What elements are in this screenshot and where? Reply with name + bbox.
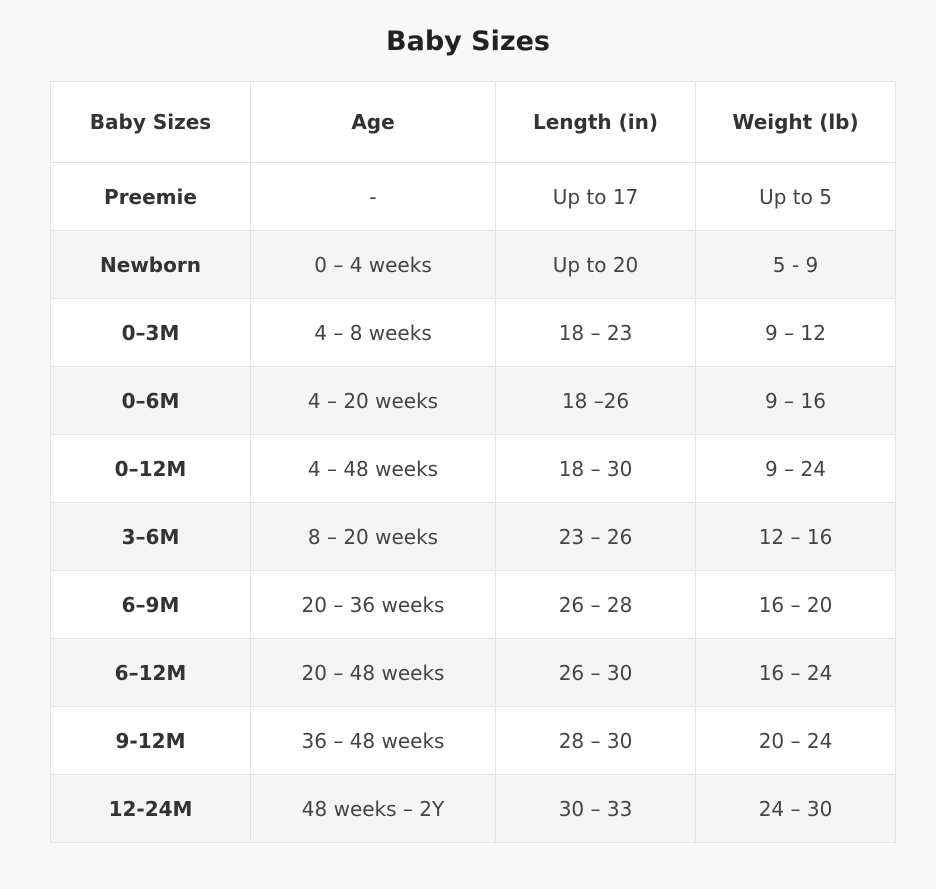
age-cell: 20 – 36 weeks xyxy=(250,570,496,639)
header-length: Length (in) xyxy=(495,81,696,163)
weight-cell: 12 – 16 xyxy=(695,502,896,571)
weight-cell: 24 – 30 xyxy=(695,774,896,843)
weight-cell: 16 – 24 xyxy=(695,638,896,707)
age-cell: 48 weeks – 2Y xyxy=(250,774,496,843)
length-cell: 26 – 30 xyxy=(495,638,696,707)
weight-cell: 9 – 24 xyxy=(695,434,896,503)
age-cell: - xyxy=(250,162,496,231)
size-cell: Preemie xyxy=(50,162,251,231)
size-cell: 6–9M xyxy=(50,570,251,639)
age-cell: 4 – 20 weeks xyxy=(250,366,496,435)
header-age: Age xyxy=(250,81,496,163)
age-cell: 36 – 48 weeks xyxy=(250,706,496,775)
size-cell: 6–12M xyxy=(50,638,251,707)
table-row: 9-12M 36 – 48 weeks 28 – 30 20 – 24 xyxy=(50,706,896,775)
age-cell: 8 – 20 weeks xyxy=(250,502,496,571)
table-row: 3–6M 8 – 20 weeks 23 – 26 12 – 16 xyxy=(50,502,896,571)
table-row: 0–6M 4 – 20 weeks 18 –26 9 – 16 xyxy=(50,366,896,435)
table-row: 0–12M 4 – 48 weeks 18 – 30 9 – 24 xyxy=(50,434,896,503)
table-row: Preemie - Up to 17 Up to 5 xyxy=(50,162,896,231)
size-cell: 0–6M xyxy=(50,366,251,435)
size-cell: 3–6M xyxy=(50,502,251,571)
header-row: Baby Sizes Age Length (in) Weight (lb) xyxy=(50,81,896,163)
size-cell: 0–12M xyxy=(50,434,251,503)
page-title: Baby Sizes xyxy=(386,26,550,57)
length-cell: Up to 17 xyxy=(495,162,696,231)
weight-cell: 5 - 9 xyxy=(695,230,896,299)
header-weight: Weight (lb) xyxy=(695,81,896,163)
size-cell: 12-24M xyxy=(50,774,251,843)
length-cell: 26 – 28 xyxy=(495,570,696,639)
length-cell: 18 – 23 xyxy=(495,298,696,367)
baby-sizes-table: Baby Sizes Age Length (in) Weight (lb) P… xyxy=(50,81,896,843)
weight-cell: 16 – 20 xyxy=(695,570,896,639)
length-cell: 30 – 33 xyxy=(495,774,696,843)
length-cell: Up to 20 xyxy=(495,230,696,299)
length-cell: 28 – 30 xyxy=(495,706,696,775)
weight-cell: 9 – 12 xyxy=(695,298,896,367)
table-row: 6–9M 20 – 36 weeks 26 – 28 16 – 20 xyxy=(50,570,896,639)
weight-cell: Up to 5 xyxy=(695,162,896,231)
age-cell: 20 – 48 weeks xyxy=(250,638,496,707)
table-row: 12-24M 48 weeks – 2Y 30 – 33 24 – 30 xyxy=(50,774,896,843)
length-cell: 18 – 30 xyxy=(495,434,696,503)
size-cell: Newborn xyxy=(50,230,251,299)
table-row: 6–12M 20 – 48 weeks 26 – 30 16 – 24 xyxy=(50,638,896,707)
length-cell: 23 – 26 xyxy=(495,502,696,571)
length-cell: 18 –26 xyxy=(495,366,696,435)
header-baby-sizes: Baby Sizes xyxy=(50,81,251,163)
age-cell: 4 – 48 weeks xyxy=(250,434,496,503)
size-cell: 0–3M xyxy=(50,298,251,367)
age-cell: 0 – 4 weeks xyxy=(250,230,496,299)
table-row: Newborn 0 – 4 weeks Up to 20 5 - 9 xyxy=(50,230,896,299)
weight-cell: 20 – 24 xyxy=(695,706,896,775)
age-cell: 4 – 8 weeks xyxy=(250,298,496,367)
size-cell: 9-12M xyxy=(50,706,251,775)
weight-cell: 9 – 16 xyxy=(695,366,896,435)
table-row: 0–3M 4 – 8 weeks 18 – 23 9 – 12 xyxy=(50,298,896,367)
